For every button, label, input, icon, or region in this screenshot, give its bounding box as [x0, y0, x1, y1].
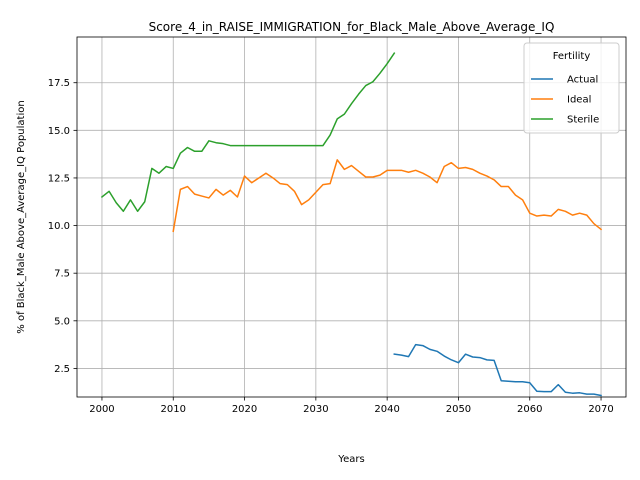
chart-title: Score_4_in_RAISE_IMMIGRATION_for_Black_M…	[149, 20, 555, 34]
x-tick-label: 2040	[374, 404, 399, 415]
x-tick-label: 2060	[517, 404, 542, 415]
x-tick-label: 2000	[89, 404, 114, 415]
x-tick-label: 2020	[232, 404, 257, 415]
x-tick-label: 2050	[446, 404, 471, 415]
x-tick-label: 2030	[303, 404, 328, 415]
y-tick-label: 7.5	[54, 269, 70, 280]
series-line-actual	[393, 343, 602, 397]
y-tick-label: 12.5	[48, 173, 70, 184]
series-line-ideal	[172, 159, 603, 233]
x-tick-label: 2010	[161, 404, 186, 415]
y-tick-label: 15.0	[48, 126, 70, 137]
plot-frame	[76, 36, 627, 398]
legend-label-actual: Actual	[567, 75, 598, 86]
x-axis-label: Years	[337, 454, 364, 465]
y-tick-label: 5.0	[54, 316, 70, 327]
legend: Fertility Actual Ideal Sterile	[523, 42, 620, 134]
y-tick-label: 2.5	[54, 364, 70, 375]
axis-ticks: 2000 2010 2020 2030 2040 2050 2060 2070 2.5 5.0 7.…	[48, 78, 614, 415]
legend-box	[523, 42, 620, 134]
y-tick-label: 10.0	[48, 221, 70, 232]
legend-title: Fertility	[553, 51, 591, 62]
legend-entries: Actual Ideal Sterile	[531, 75, 599, 126]
series-line-sterile	[100, 52, 396, 213]
x-tick-label: 2070	[588, 404, 613, 415]
series-lines	[100, 52, 603, 397]
legend-label-sterile: Sterile	[567, 115, 599, 126]
y-tick-label: 17.5	[48, 78, 70, 89]
y-axis-label: % of Black_Male Above_Average_IQ Populat…	[16, 100, 27, 333]
legend-label-ideal: Ideal	[567, 95, 591, 106]
